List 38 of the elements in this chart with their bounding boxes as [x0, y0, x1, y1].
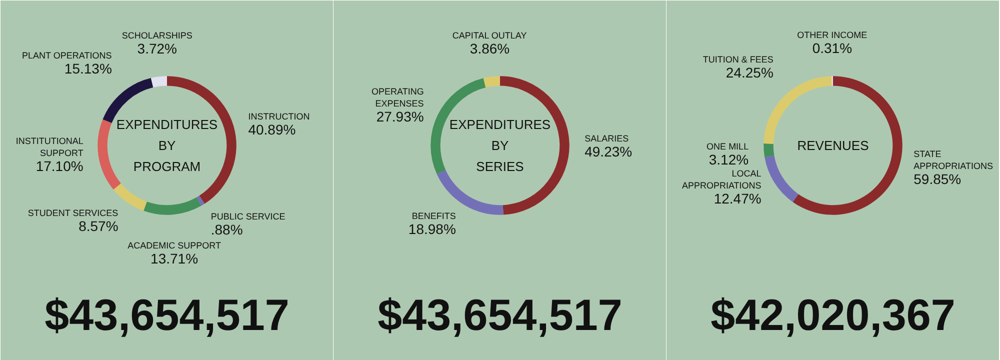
text: EXPENDITURES BY SERIES	[449, 117, 551, 174]
slice-label: CAPITAL OUTLAY	[452, 30, 527, 41]
slice-label: INSTRUCTION	[248, 112, 310, 122]
data-label: 18.98%	[408, 221, 456, 238]
slice-label: OPERATING EXPENSES	[371, 86, 424, 109]
data-label: 3.86%	[470, 40, 510, 57]
slice-label: OTHER INCOME	[797, 30, 868, 40]
slice-label: STATE APPROPRIATIONS	[914, 149, 993, 172]
slice-label: INSTITUTIONAL SUPPORT	[16, 136, 84, 158]
data-label: 12.47%	[714, 190, 762, 206]
slice-label: SALARIES	[584, 133, 629, 144]
data-label: 0.31%	[812, 40, 852, 56]
data-label: 17.10%	[36, 158, 84, 174]
data-label: 3.12%	[708, 151, 749, 168]
text: $43,654,517	[378, 290, 622, 340]
data-label: 13.71%	[150, 250, 198, 267]
slice-label: PUBLIC SERVICE	[210, 211, 286, 222]
slice-label: ACADEMIC SUPPORT	[128, 240, 222, 251]
text: $43,654,517	[44, 290, 290, 340]
text: EXPENDITURES BY PROGRAM	[116, 117, 218, 174]
text: REVENUES	[797, 138, 870, 153]
text: $42,020,367	[710, 290, 956, 340]
data-label: .88%	[210, 221, 243, 238]
slice-label: BENEFITS	[412, 211, 456, 222]
data-label: 49.23%	[584, 143, 632, 160]
slice-label: PLANT OPERATIONS	[22, 50, 112, 60]
data-label: 24.25%	[726, 64, 774, 81]
data-label: 40.89%	[248, 122, 296, 138]
data-label: 15.13%	[64, 60, 112, 76]
data-label: 27.93%	[376, 108, 424, 125]
data-label: 8.57%	[78, 218, 118, 234]
slice-label: ONE MILL	[706, 141, 749, 152]
slice-label: TUITION & FEES	[702, 54, 774, 65]
slice-label: STUDENT SERVICES	[28, 208, 118, 218]
data-label: 59.85%	[914, 171, 962, 188]
data-label: 3.72%	[137, 40, 177, 57]
slice-label: SCHOLARSHIPS	[122, 30, 192, 41]
slice-label: LOCAL APPROPRIATIONS	[682, 168, 762, 190]
